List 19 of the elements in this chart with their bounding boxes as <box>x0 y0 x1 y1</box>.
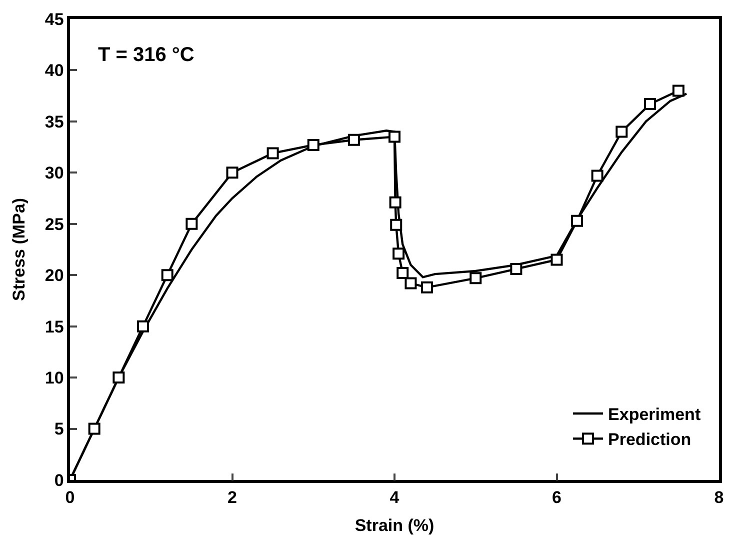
x-tick-label: 6 <box>552 488 562 508</box>
y-tick-label: 10 <box>44 368 64 388</box>
y-axis-title: Stress (MPa) <box>10 198 28 301</box>
y-tick-label: 30 <box>44 164 64 183</box>
y-tick-label: 45 <box>44 10 64 29</box>
y-tick-label: 15 <box>44 317 64 336</box>
x-tick-label: 2 <box>228 488 237 508</box>
y-tick-label: 0 <box>54 470 64 490</box>
x-tick-label: 4 <box>390 488 400 508</box>
y-tick-label: 25 <box>44 214 64 234</box>
annotation: T = 316 °C <box>98 44 194 66</box>
y-tick-label: 35 <box>44 112 64 132</box>
y-tick-label: 40 <box>44 61 64 80</box>
y-tick-label: 20 <box>44 266 64 286</box>
x-axis-title: Strain (%) <box>354 516 434 535</box>
x-tick-label: 8 <box>714 488 724 508</box>
legend-label: Experiment <box>608 405 701 424</box>
y-tick-label: 5 <box>54 420 64 439</box>
legend-label: Prediction <box>608 430 692 450</box>
